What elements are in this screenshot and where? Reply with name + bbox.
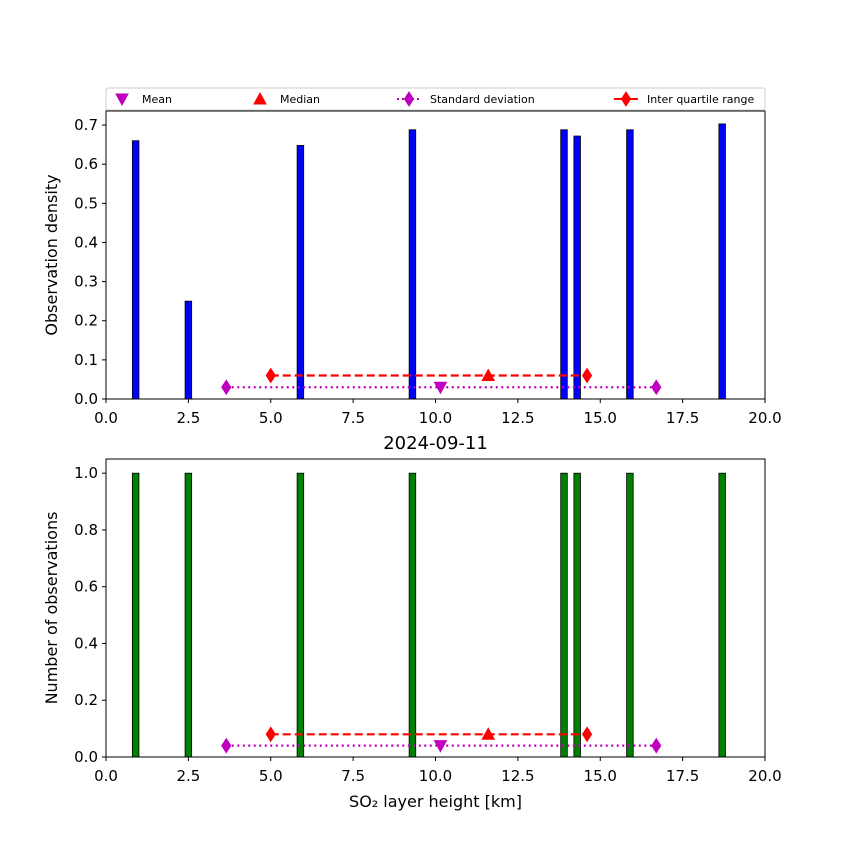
y-tick-label: 0.4: [74, 233, 98, 251]
x-tick-label: 15.0: [584, 767, 617, 785]
bar: [184, 472, 193, 758]
x-tick-label: 20.0: [748, 409, 781, 427]
x-tick-label: 12.5: [501, 767, 534, 785]
y-tick-label: 0.2: [74, 312, 98, 330]
x-tick-label: 5.0: [259, 409, 283, 427]
bar: [560, 472, 568, 758]
legend-label: Inter quartile range: [647, 93, 754, 106]
legend-marker: [253, 91, 267, 105]
x-axis-label: SO₂ layer height [km]: [349, 792, 522, 811]
y-tick-label: 0.1: [74, 351, 98, 369]
legend-label: Standard deviation: [430, 93, 535, 106]
bar: [408, 472, 417, 758]
x-tick-label: 5.0: [259, 767, 283, 785]
bar: [408, 129, 417, 400]
bar: [718, 123, 726, 400]
y-tick-label: 0.2: [74, 691, 98, 709]
legend-label: Median: [280, 93, 320, 106]
x-tick-label: 12.5: [501, 409, 534, 427]
bar: [573, 472, 581, 758]
std-marker: [651, 379, 662, 396]
y-tick-label: 0.7: [74, 116, 98, 134]
bar: [296, 472, 305, 758]
x-tick-label: 0.0: [94, 409, 118, 427]
legend-label: Mean: [142, 93, 172, 106]
bar: [560, 129, 568, 400]
legend-marker: [115, 93, 129, 107]
y-axis-label: Number of observations: [42, 512, 61, 705]
std-marker: [651, 737, 662, 754]
iqr-marker: [265, 726, 276, 743]
x-tick-label: 17.5: [666, 409, 699, 427]
bar: [626, 472, 634, 758]
bar: [718, 472, 726, 758]
bar: [296, 145, 305, 400]
legend-box: [105, 87, 766, 111]
x-tick-label: 7.5: [341, 409, 365, 427]
y-tick-label: 0.0: [74, 748, 98, 766]
x-tick-label: 17.5: [666, 767, 699, 785]
x-tick-label: 0.0: [94, 767, 118, 785]
y-axis-label: Observation density: [42, 174, 61, 335]
legend-marker: [403, 91, 415, 107]
x-tick-label: 2.5: [176, 409, 200, 427]
iqr-marker: [581, 726, 593, 743]
x-tick-label: 15.0: [584, 409, 617, 427]
std-marker: [221, 379, 232, 396]
x-tick-label: 7.5: [341, 767, 365, 785]
x-tick-label: 10.0: [419, 409, 452, 427]
std-marker: [221, 737, 232, 754]
bar: [131, 472, 140, 758]
y-tick-label: 0.3: [74, 273, 98, 291]
x-tick-label: 2.5: [176, 767, 200, 785]
x-tick-label: 10.0: [419, 767, 452, 785]
y-tick-label: 0.6: [74, 578, 98, 596]
legend-marker: [620, 91, 632, 107]
y-tick-label: 0.5: [74, 194, 98, 212]
y-tick-label: 0.6: [74, 155, 98, 173]
bar: [573, 135, 581, 400]
mean-marker: [433, 740, 448, 753]
median-marker: [481, 727, 496, 740]
count-plot: 0.0 2.5 5.0 7.5 10.0 12.5 15.0 17.5 20.0 0.0 0.2 0.…: [42, 433, 782, 811]
bar: [184, 300, 193, 400]
y-tick-label: 0.4: [74, 634, 98, 652]
iqr-marker: [265, 367, 276, 384]
legend: Mean Median Standard deviation Inter quarti…: [105, 87, 766, 111]
median-marker: [481, 368, 496, 382]
bar: [626, 129, 634, 400]
density-plot: 0.0 2.5 5.0 7.5 10.0 12.5 15.0 17.5 20.0 0.0 0.1 0.…: [42, 110, 782, 427]
bar: [131, 140, 140, 400]
mean-marker: [433, 381, 448, 395]
y-tick-label: 0.0: [74, 390, 98, 408]
iqr-marker: [581, 367, 593, 384]
x-tick-label: 20.0: [748, 767, 781, 785]
y-tick-label: 0.8: [74, 521, 98, 539]
chart-title: 2024-09-11: [383, 433, 488, 454]
y-tick-label: 1.0: [74, 464, 98, 482]
